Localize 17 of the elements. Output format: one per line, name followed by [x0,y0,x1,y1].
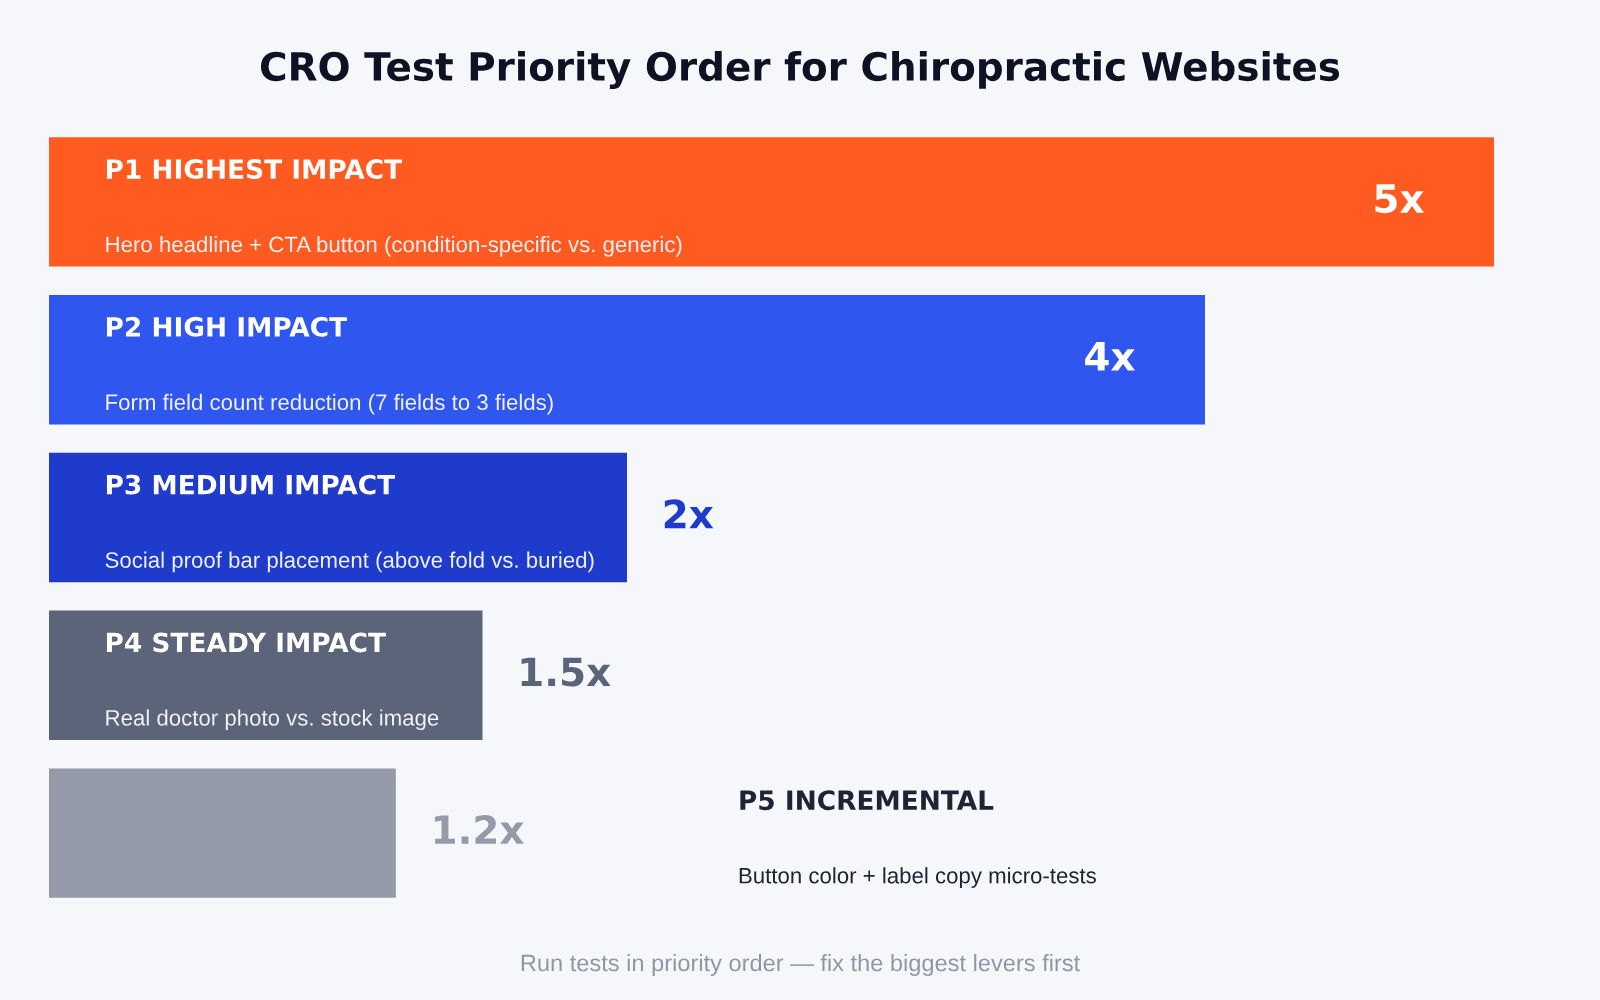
data-label: 5x [1375,184,1424,214]
text: Run tests in priority order — fix the biggest levers first [521,953,1080,977]
data-label: 1.5x [521,657,611,687]
bar [49,610,483,740]
category-label: P5 INCREMENTAL Button color + label copy micro-tests [739,790,1096,888]
data-label: 1.2x [434,814,524,844]
data-label: 4x [1085,342,1135,371]
category-label: P2 HIGH IMPACT Form field count reduction (7 fields to 3 fields) [106,316,553,415]
category-label: P1 HIGHEST IMPACT Hero headline + CTA button (condition-specific vs. generic) [106,159,682,257]
bar [49,295,1205,425]
category-label: P4 STEADY IMPACT Real doctor photo vs. stock image [106,632,439,731]
category-label: P3 MEDIUM IMPACT Social proof bar placement (above fold vs. buried) [105,474,594,573]
chart-title: CRO Test Priority Order for Chiropractic Websites [260,51,1340,89]
bar [49,137,1494,267]
bar [49,452,627,583]
data-label: 2x [664,499,714,529]
bar [49,768,396,898]
